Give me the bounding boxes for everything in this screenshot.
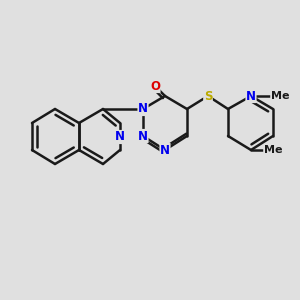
Text: N: N [138,103,148,116]
Text: N: N [115,130,125,143]
Text: Me: Me [264,145,282,155]
Text: Me: Me [271,91,289,101]
Text: N: N [138,130,148,142]
Text: N: N [160,143,170,157]
Text: N: N [246,89,256,103]
Text: O: O [150,80,160,92]
Text: S: S [204,89,212,103]
